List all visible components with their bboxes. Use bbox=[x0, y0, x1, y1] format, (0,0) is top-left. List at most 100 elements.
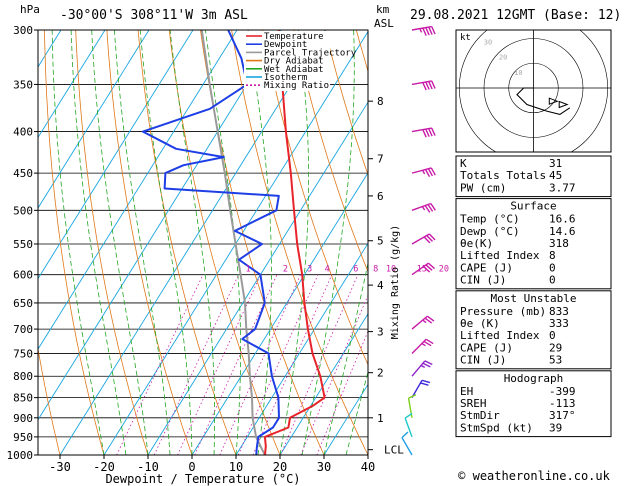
barb-staff bbox=[411, 379, 423, 398]
x-axis-label: Dewpoint / Temperature (°C) bbox=[105, 472, 300, 486]
lcl-label: LCL bbox=[384, 444, 404, 457]
barb-flag bbox=[423, 236, 431, 244]
isotherm bbox=[38, 30, 150, 209]
dry-adiabat bbox=[293, 30, 368, 273]
stats-value: 317° bbox=[549, 409, 576, 422]
pressure-tick-label: 350 bbox=[13, 78, 33, 91]
barb-staff bbox=[411, 233, 430, 245]
pressure-tick-label: 950 bbox=[13, 431, 33, 444]
stats-label: Lifted Index bbox=[460, 329, 540, 342]
barb-flag bbox=[425, 128, 430, 137]
barb-flag bbox=[431, 26, 436, 35]
wind-barb bbox=[411, 202, 436, 213]
hodograph-ring-label: 10 bbox=[514, 69, 522, 77]
plot-frame bbox=[37, 29, 369, 456]
barb-flag bbox=[422, 27, 427, 36]
mixing-ratio-axis-label: Mixing Ratio (g/kg) bbox=[390, 225, 401, 339]
mixing-ratio-line bbox=[316, 330, 368, 455]
mixing-ratio-label: 20 bbox=[439, 265, 449, 275]
legend-label: Isotherm bbox=[264, 73, 307, 83]
barb-flag bbox=[422, 129, 427, 138]
isotherm bbox=[59, 30, 326, 455]
legend-label: Temperature bbox=[264, 32, 324, 42]
wet-adiabat bbox=[51, 30, 105, 455]
barb-flag bbox=[424, 205, 431, 213]
wind-barb bbox=[411, 338, 434, 354]
legend-label: Parcel Trajectory bbox=[264, 48, 357, 58]
height-tick-label: 8 bbox=[377, 95, 384, 108]
barb-flag bbox=[426, 315, 435, 322]
height-tick-label: 1 bbox=[377, 412, 384, 425]
isotherm bbox=[38, 30, 282, 421]
stats-value: 3.77 bbox=[549, 181, 576, 194]
stats-box bbox=[455, 155, 612, 198]
barb-flag bbox=[425, 264, 433, 271]
stats-label: StmSpd (kt) bbox=[460, 421, 533, 434]
height-axis: 8 7 6 5 4 3 2 1 LCL bbox=[368, 95, 404, 457]
barb-flag bbox=[431, 80, 436, 89]
barb-flag bbox=[424, 360, 433, 366]
barb-flag bbox=[422, 362, 431, 368]
mixing-ratio-label: 15 bbox=[417, 265, 427, 275]
barb-flag bbox=[426, 234, 433, 242]
barb-staff bbox=[411, 127, 432, 133]
barb-flag bbox=[431, 127, 436, 136]
stats-value: 29 bbox=[549, 341, 562, 354]
stats-value: 14.6 bbox=[549, 225, 576, 238]
dry-adiabat bbox=[106, 30, 193, 455]
pressure-tick-label: 400 bbox=[13, 126, 33, 139]
wet-adiabat bbox=[205, 30, 242, 455]
height-tick-label: 5 bbox=[377, 235, 384, 248]
barb-staff bbox=[404, 417, 413, 438]
barb-flag bbox=[425, 338, 434, 345]
pressure-tick-label: 700 bbox=[13, 323, 33, 336]
temperature-tick-label: 0 bbox=[188, 460, 195, 474]
wind-barb bbox=[401, 431, 413, 456]
barb-flag bbox=[401, 431, 409, 439]
barb-flag bbox=[424, 317, 433, 324]
barb-staff bbox=[401, 437, 413, 456]
pressure-tick-label: 550 bbox=[13, 238, 33, 251]
stats-value: 333 bbox=[549, 317, 569, 330]
wet-adiabat bbox=[301, 30, 355, 455]
stats-label: Dewp (°C) bbox=[460, 225, 520, 238]
isotherm bbox=[38, 30, 238, 351]
mixing-ratio-label: 3 bbox=[307, 265, 312, 275]
legend-label: Dry Adiabat bbox=[264, 57, 324, 67]
wind-barb bbox=[411, 167, 436, 178]
stats-box bbox=[455, 370, 612, 438]
barb-half-flag bbox=[422, 169, 426, 175]
barb-flag bbox=[420, 382, 429, 386]
stats-value: 53 bbox=[549, 354, 562, 367]
isotherm bbox=[279, 313, 368, 455]
wind-barbs bbox=[401, 25, 436, 456]
stats-label: Pressure (mb) bbox=[460, 305, 546, 318]
stats-label: CAPE (J) bbox=[460, 341, 513, 354]
stats-label: StmDir bbox=[460, 409, 500, 422]
dry-adiabat bbox=[168, 30, 281, 455]
wind-barb bbox=[411, 262, 436, 276]
barb-flag bbox=[425, 81, 430, 90]
stats-value: 31 bbox=[549, 157, 562, 170]
barb-flag bbox=[428, 81, 433, 90]
stats-box-title: Most Unstable bbox=[490, 292, 576, 305]
hodograph-trace bbox=[516, 87, 571, 115]
hodograph-panel: 10 20 30 kt bbox=[455, 29, 612, 153]
pressure-tick-label: 800 bbox=[13, 370, 33, 383]
temperature-axis: -30 -20 -10 0 10 20 30 40 bbox=[49, 455, 375, 474]
stats-box bbox=[455, 198, 612, 290]
stats-value: 0 bbox=[549, 329, 556, 342]
temperature-tick-label: -10 bbox=[137, 460, 159, 474]
barb-flag bbox=[427, 204, 434, 212]
mixing-ratio-line bbox=[194, 274, 278, 455]
series-parcel-trajectory bbox=[200, 30, 266, 455]
dry-adiabat bbox=[137, 30, 237, 455]
height-tick-label: 2 bbox=[377, 367, 384, 380]
barb-flag bbox=[425, 27, 430, 36]
height-tick-label: 4 bbox=[377, 279, 384, 292]
stats-value: 0 bbox=[549, 274, 556, 287]
pressure-tick-label: 300 bbox=[13, 24, 33, 37]
stats-box-title: Hodograph bbox=[504, 372, 564, 385]
barb-staff bbox=[411, 338, 427, 354]
hodograph-ring-label: 20 bbox=[499, 54, 507, 62]
